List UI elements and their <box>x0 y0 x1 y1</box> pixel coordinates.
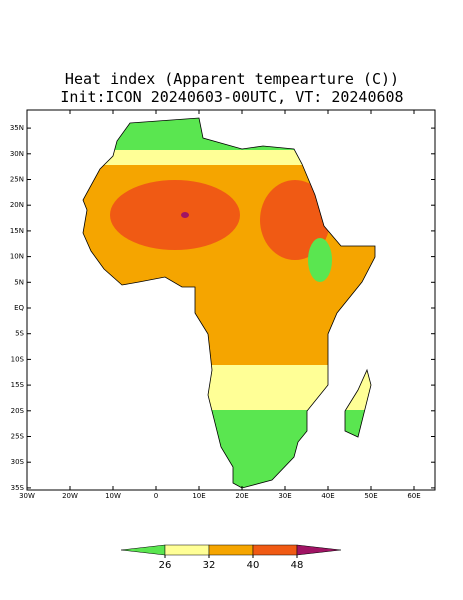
zone <box>181 212 189 218</box>
zone <box>110 180 240 250</box>
subtitle: Init:ICON 20240603-00UTC, VT: 20240608 <box>60 88 403 106</box>
zone <box>308 238 332 282</box>
colorbar-segment <box>208 544 254 556</box>
lat-label: 35N <box>10 124 24 132</box>
lat-label: 15N <box>10 227 24 235</box>
lon-label: 60E <box>407 492 420 500</box>
zone <box>83 118 102 150</box>
zone <box>83 410 375 488</box>
lat-label: 30N <box>10 150 24 158</box>
colorbar-label: 26 <box>159 560 172 571</box>
lat-label: 15S <box>11 381 25 389</box>
lon-label: 20W <box>62 492 78 500</box>
lat-label: 10N <box>10 253 24 261</box>
colorbar-low <box>120 544 166 556</box>
lon-label: 0 <box>154 492 158 500</box>
lon-label: 10E <box>192 492 205 500</box>
lat-label: 25N <box>10 176 24 184</box>
zone <box>260 180 330 260</box>
colorbar-high <box>296 544 342 556</box>
lat-label: 10S <box>11 355 25 363</box>
colorbar-segment <box>164 544 210 556</box>
heat-field <box>83 118 375 488</box>
lat-label: 5S <box>15 330 24 338</box>
lat-label: 20N <box>10 201 24 209</box>
lat-label: 35S <box>11 484 25 492</box>
lon-label: 10W <box>105 492 121 500</box>
lat-label: 20S <box>11 407 25 415</box>
colorbar-label: 40 <box>247 560 260 571</box>
lon-label: 50E <box>364 492 377 500</box>
lat-label: 30S <box>11 458 25 466</box>
colorbar-segment <box>252 544 298 556</box>
lon-label: 40E <box>321 492 334 500</box>
title: Heat index (Apparent tempearture (C)) <box>65 70 399 88</box>
axes: 35N 30N 25N 20N 15N 10N 5N EQ 5S 10S 15S 20S 25S 30S 3… <box>10 110 435 500</box>
lon-label: 30W <box>19 492 35 500</box>
lat-label: EQ <box>14 304 24 312</box>
colorbar-label: 32 <box>203 560 216 571</box>
map-frame <box>26 109 436 491</box>
colorbar: 26 32 40 48 <box>120 544 342 571</box>
lat-label: 25S <box>11 433 25 441</box>
lat-label: 5N <box>14 278 24 286</box>
colorbar-label: 48 <box>291 560 304 571</box>
zone <box>83 165 375 365</box>
lon-label: 20E <box>235 492 248 500</box>
lon-label: 30E <box>278 492 291 500</box>
